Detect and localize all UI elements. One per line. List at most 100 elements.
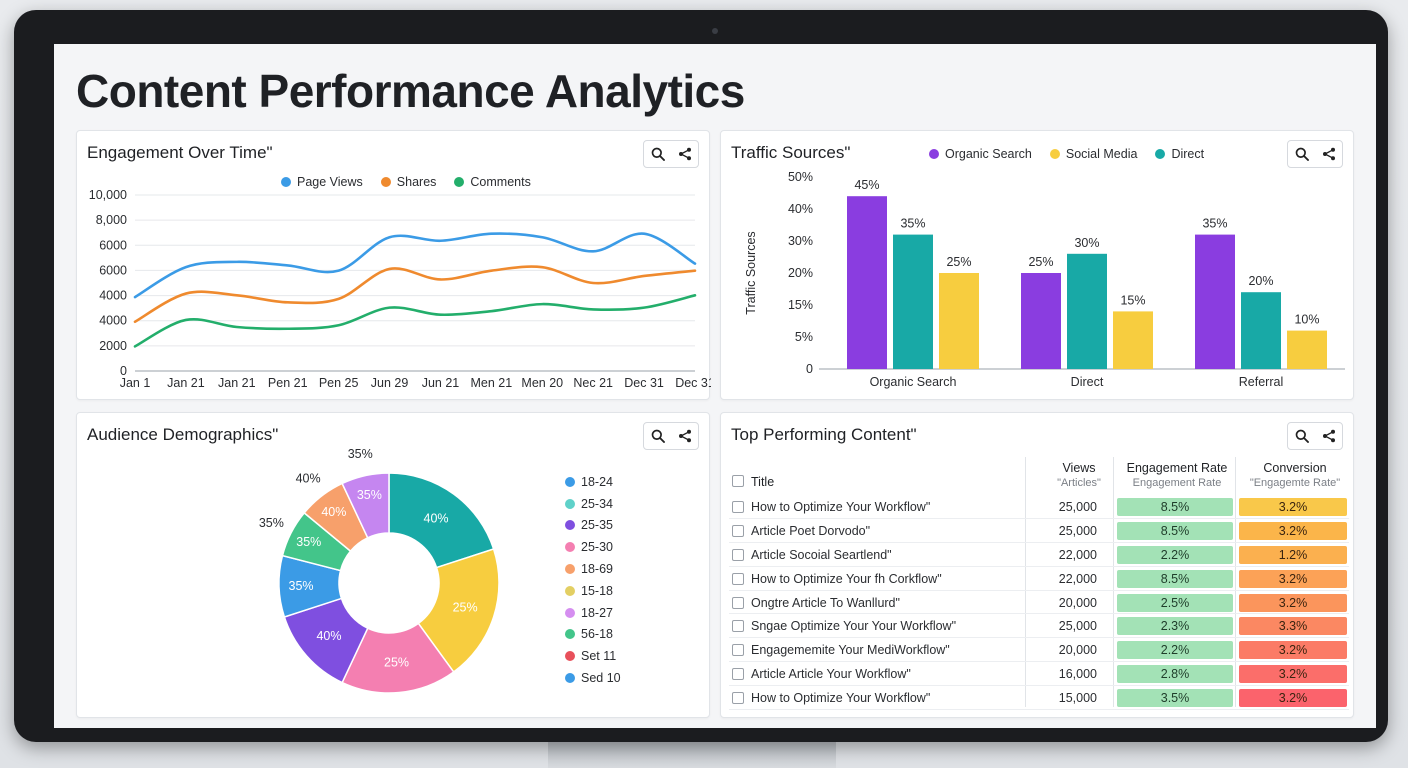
- search-icon[interactable]: [649, 427, 667, 445]
- x-tick-label: Dec 31: [675, 376, 711, 390]
- header-views[interactable]: Views: [1062, 461, 1096, 475]
- row-conversion: 3.2%: [1239, 665, 1347, 684]
- legend-label: Sed 10: [581, 671, 621, 686]
- bar-value-label: 45%: [854, 178, 879, 192]
- engagement-toolbar: [643, 140, 699, 168]
- demographics-legend-item: 18-27: [565, 602, 621, 624]
- table-row[interactable]: Article Socoial Seartlend" 22,000 2.2% 1.2%: [729, 543, 1349, 567]
- monitor-stand: [548, 738, 836, 768]
- table-row[interactable]: Sngae Optimize Your Your Workflow" 25,000…: [729, 614, 1349, 639]
- row-title[interactable]: Article Article Your Workflow": [751, 667, 911, 682]
- legend-shares: Shares: [380, 175, 437, 189]
- share-icon[interactable]: [1320, 145, 1338, 163]
- slice-label: 40%: [321, 505, 346, 519]
- x-tick-label: Organic Search: [870, 375, 957, 389]
- x-tick-label: Pen 21: [268, 376, 308, 390]
- legend-label: 56-18: [581, 627, 613, 642]
- row-checkbox[interactable]: [732, 668, 744, 681]
- y-tick-label: 0: [120, 364, 127, 378]
- top-content-table: Title Views "Articles" Engagement Rate E…: [729, 457, 1349, 711]
- row-title[interactable]: Article Poet Dorvodo": [751, 523, 871, 538]
- dashboard-screen: Content Performance Analytics Engagement…: [54, 44, 1376, 728]
- y-tick-label: 0: [806, 362, 813, 376]
- row-conversion: 1.2%: [1239, 545, 1347, 564]
- traffic-title: Traffic Sources": [731, 143, 851, 162]
- row-checkbox[interactable]: [732, 596, 744, 609]
- y-tick-label: 2000: [99, 339, 127, 353]
- share-icon[interactable]: [1320, 427, 1338, 445]
- row-title[interactable]: Sngae Optimize Your Your Workflow": [751, 619, 957, 634]
- row-title[interactable]: How to Optimize Your Workflow": [751, 500, 931, 514]
- row-conversion: 3.2%: [1239, 498, 1347, 516]
- row-checkbox[interactable]: [732, 524, 744, 537]
- legend-comments: Comments: [454, 175, 531, 189]
- legend-dot: [565, 585, 575, 596]
- legend-label: 15-18: [581, 583, 613, 598]
- demographics-legend-item: 25-34: [565, 493, 621, 515]
- legend-dot: [929, 149, 939, 159]
- table-row[interactable]: How to Optimize Your Workflow" 15,000 3.5%…: [729, 686, 1349, 711]
- table-row[interactable]: Ongtre Article To Wanllurd" 20,000 2.5% 3.2…: [729, 591, 1349, 615]
- row-checkbox[interactable]: [732, 548, 744, 561]
- row-views: 15,000: [1058, 691, 1097, 706]
- demographics-legend-item: 15-18: [565, 580, 621, 602]
- legend-dot: [565, 607, 575, 618]
- legend-dot: [565, 542, 575, 553]
- slice-outer-label: 35%: [348, 447, 373, 461]
- bar-value-label: 35%: [1202, 217, 1227, 231]
- demographics-legend-item: Set 11: [565, 645, 621, 667]
- row-engagement-rate: 2.2%: [1117, 641, 1233, 660]
- series-line-shares: [133, 265, 697, 324]
- row-title[interactable]: Engagememite Your MediWorkflow": [751, 643, 950, 658]
- header-engagement[interactable]: Engagement Rate: [1126, 461, 1228, 475]
- row-conversion: 3.2%: [1239, 569, 1347, 588]
- row-conversion: 3.2%: [1239, 689, 1347, 708]
- legend-dot: [565, 564, 575, 575]
- slice-label: 40%: [424, 511, 449, 525]
- header-title[interactable]: Title: [751, 475, 775, 489]
- traffic-legend: Organic Search Social Media Direct: [929, 147, 1204, 161]
- search-icon[interactable]: [1293, 427, 1311, 445]
- top-content-toolbar: [1287, 422, 1343, 450]
- table-row[interactable]: Article Article Your Workflow" 16,000 2.8%…: [729, 662, 1349, 687]
- legend-dot: [380, 177, 391, 187]
- table-row[interactable]: How to Optimize Your Workflow" 25,000 8.5%…: [729, 495, 1349, 519]
- table-row[interactable]: Article Poet Dorvodo" 25,000 8.5% 3.2%: [729, 519, 1349, 543]
- row-engagement-rate: 8.5%: [1117, 498, 1233, 516]
- engagement-legend: Page Views Shares Comments: [281, 175, 531, 189]
- x-tick-label: Referral: [1239, 375, 1283, 389]
- row-title[interactable]: Ongtre Article To Wanllurd": [751, 595, 900, 610]
- row-engagement-rate: 2.8%: [1117, 665, 1233, 684]
- row-checkbox[interactable]: [732, 620, 744, 633]
- search-icon[interactable]: [1293, 145, 1311, 163]
- row-checkbox[interactable]: [732, 692, 744, 705]
- demographics-legend-item: 25-30: [565, 536, 621, 558]
- row-checkbox[interactable]: [732, 572, 744, 585]
- table-row[interactable]: How to Optimize Your fh Corkflow" 22,000 8…: [729, 567, 1349, 591]
- series-line-comments: [133, 294, 697, 348]
- row-title[interactable]: How to Optimize Your fh Corkflow": [751, 571, 942, 586]
- select-all-checkbox[interactable]: [732, 475, 744, 487]
- table-row[interactable]: Engagememite Your MediWorkflow" 20,000 2.2…: [729, 638, 1349, 663]
- legend-label: Set 11: [581, 649, 617, 664]
- x-tick-label: Direct: [1071, 375, 1104, 389]
- bar-value-label: 15%: [1120, 293, 1145, 307]
- share-icon[interactable]: [676, 145, 694, 163]
- row-engagement-rate: 2.2%: [1117, 545, 1233, 564]
- x-tick-label: Nec 21: [573, 376, 613, 390]
- share-icon[interactable]: [676, 427, 694, 445]
- row-checkbox[interactable]: [732, 644, 744, 657]
- bar-value-label: 35%: [900, 217, 925, 231]
- row-checkbox[interactable]: [732, 501, 744, 513]
- legend-label: Shares: [396, 175, 437, 189]
- slice-label: 35%: [357, 488, 382, 502]
- header-conversion[interactable]: Conversion: [1263, 461, 1327, 475]
- demographics-legend-item: 18-69: [565, 558, 621, 580]
- row-title[interactable]: How to Optimize Your Workflow": [751, 691, 931, 706]
- legend-label: 25-30: [581, 540, 613, 555]
- legend-dot: [565, 629, 575, 640]
- search-icon[interactable]: [649, 145, 667, 163]
- bar-value-label: 25%: [946, 255, 971, 269]
- row-title[interactable]: Article Socoial Seartlend": [751, 547, 892, 562]
